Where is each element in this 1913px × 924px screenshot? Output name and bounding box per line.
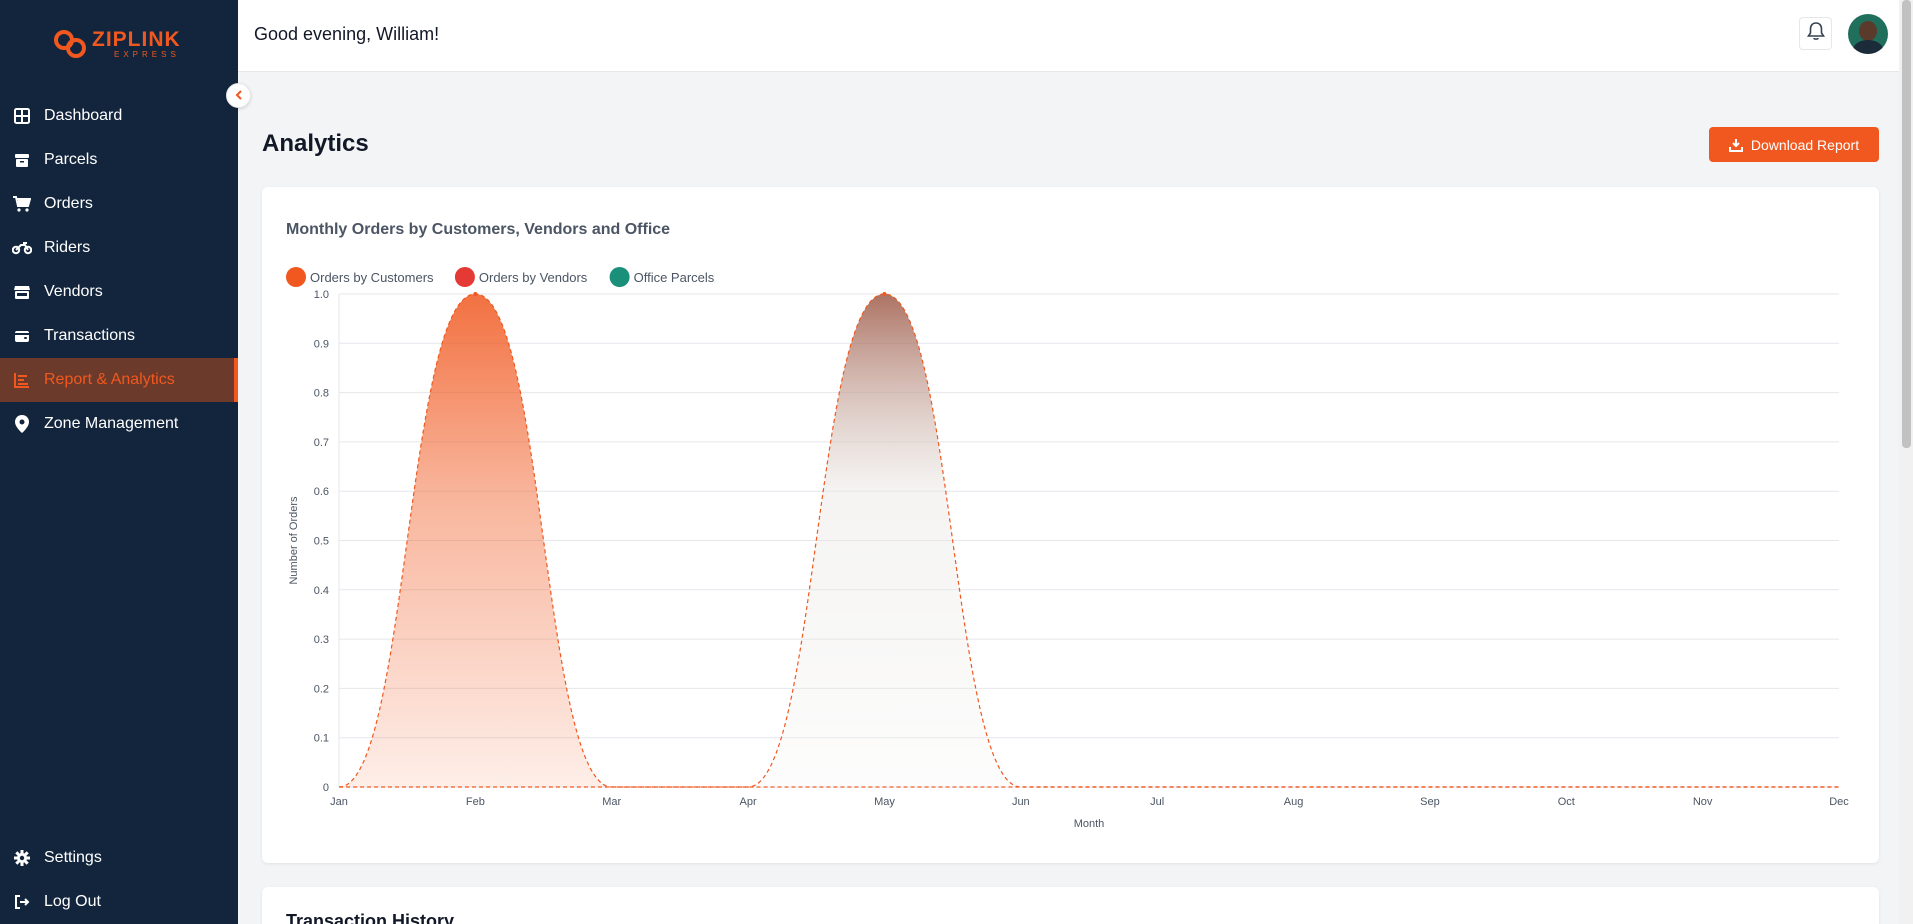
legend-swatch	[286, 267, 306, 287]
y-tick-label: 0.8	[314, 388, 329, 400]
x-tick-label: Dec	[1829, 796, 1849, 808]
x-tick-label: Sep	[1420, 796, 1440, 808]
sidebar-item-logout[interactable]: Log Out	[0, 880, 238, 924]
notifications-button[interactable]	[1799, 17, 1832, 50]
sidebar-item-label: Zone Management	[44, 415, 179, 432]
bell-icon	[1806, 21, 1825, 46]
gear-icon	[12, 848, 32, 868]
x-tick-label: May	[874, 796, 895, 808]
y-tick-label: 0.3	[314, 634, 329, 646]
logo-name: ZIPLINK	[92, 28, 181, 51]
y-tick-label: 0.2	[314, 683, 329, 695]
logo-tagline: EXPRESS	[114, 50, 180, 59]
x-tick-label: Oct	[1558, 796, 1575, 808]
download-icon	[1728, 138, 1743, 152]
sidebar-item-zone-management[interactable]: Zone Management	[0, 402, 238, 446]
logo-mark-icon	[52, 26, 88, 62]
sidebar-item-label: Transactions	[44, 327, 135, 344]
chevron-left-icon	[234, 87, 244, 105]
page-title: Analytics	[262, 130, 369, 157]
y-tick-label: 0	[323, 782, 329, 794]
sidebar-item-label: Log Out	[44, 893, 101, 910]
scrollbar-thumb[interactable]	[1902, 0, 1911, 448]
sidebar-item-label: Riders	[44, 239, 91, 256]
transaction-history-title: Transaction History	[286, 911, 455, 924]
chart-icon	[12, 370, 32, 390]
monthly-orders-chart: 0 0.1 0.2 0.3 0.4 0.5 0.6 0.7 0.8 0.9 1.0 Jan Feb Mar…	[286, 267, 1849, 830]
motorcycle-icon	[12, 238, 32, 258]
store-icon	[12, 282, 32, 302]
x-tick-label: Mar	[602, 796, 621, 808]
series-area-0	[339, 294, 1839, 787]
sidebar-item-label: Parcels	[44, 151, 98, 168]
x-tick-label: Apr	[740, 796, 757, 808]
user-avatar[interactable]	[1848, 14, 1888, 54]
y-tick-label: 0.4	[314, 585, 329, 597]
x-axis-label: Month	[1074, 818, 1105, 830]
ziplink-logo[interactable]: ZIPLINK EXPRESS	[52, 26, 181, 62]
legend-item: Office Parcels	[609, 267, 715, 287]
x-tick-label: Nov	[1693, 796, 1713, 808]
download-report-button[interactable]: Download Report	[1709, 127, 1879, 162]
legend-swatch	[609, 267, 630, 287]
sidebar-item-dashboard[interactable]: Dashboard	[0, 94, 238, 138]
sidebar-item-riders[interactable]: Riders	[0, 226, 238, 270]
greeting-text: Good evening, William!	[254, 24, 440, 44]
x-tick-label: Aug	[1284, 796, 1304, 808]
legend-item: Orders by Customers	[286, 267, 434, 287]
sidebar-nav: Dashboard Parcels Orders Riders Vendors	[0, 94, 238, 446]
top-header: Good evening, William!	[238, 0, 1913, 72]
y-tick-label: 0.7	[314, 437, 329, 449]
legend-label: Orders by Vendors	[479, 270, 588, 285]
sidebar-item-transactions[interactable]: Transactions	[0, 314, 238, 358]
legend-label: Orders by Customers	[310, 270, 434, 285]
sidebar-item-label: Vendors	[44, 283, 103, 300]
y-tick-label: 0.6	[314, 486, 329, 498]
sidebar-item-label: Dashboard	[44, 107, 123, 124]
sidebar-collapse-button[interactable]	[226, 83, 251, 108]
x-tick-label: Jul	[1150, 796, 1164, 808]
x-tick-label: Jan	[330, 796, 348, 808]
cart-icon	[12, 194, 32, 214]
x-tick-label: Jun	[1012, 796, 1030, 808]
chart-title: Monthly Orders by Customers, Vendors and…	[286, 221, 671, 238]
sidebar-item-report-analytics[interactable]: Report & Analytics	[0, 358, 238, 402]
wallet-icon	[12, 326, 32, 346]
series-line-2	[338, 293, 1839, 788]
legend-label: Office Parcels	[634, 270, 715, 285]
y-tick-label: 0.1	[314, 733, 329, 745]
monthly-orders-chart-card: Monthly Orders by Customers, Vendors and…	[262, 187, 1879, 863]
y-axis-label: Number of Orders	[288, 496, 300, 585]
y-tick-label: 0.5	[314, 536, 329, 548]
sidebar-item-label: Settings	[44, 849, 102, 866]
x-tick-label: Feb	[466, 796, 485, 808]
sidebar-bottom-nav: Settings Log Out	[0, 836, 238, 924]
transaction-history-card: Transaction History	[262, 887, 1879, 924]
map-pin-icon	[12, 414, 32, 434]
logout-icon	[12, 892, 32, 912]
data-point	[882, 292, 887, 296]
box-icon	[12, 150, 32, 170]
sidebar-item-parcels[interactable]: Parcels	[0, 138, 238, 182]
legend-swatch	[454, 267, 475, 287]
sidebar: ZIPLINK EXPRESS Dashboard Parcels Orders	[0, 0, 238, 924]
grid-icon	[12, 106, 32, 126]
y-tick-label: 1.0	[314, 289, 329, 301]
sidebar-item-settings[interactable]: Settings	[0, 836, 238, 880]
data-point	[473, 292, 478, 296]
download-report-label: Download Report	[1750, 136, 1860, 153]
sidebar-item-vendors[interactable]: Vendors	[0, 270, 238, 314]
sidebar-item-orders[interactable]: Orders	[0, 182, 238, 226]
sidebar-item-label: Report & Analytics	[44, 371, 175, 388]
page-scrollbar[interactable]	[1899, 0, 1913, 924]
legend-item: Orders by Vendors	[454, 267, 588, 287]
y-tick-label: 0.9	[314, 338, 329, 350]
sidebar-item-label: Orders	[44, 195, 93, 212]
